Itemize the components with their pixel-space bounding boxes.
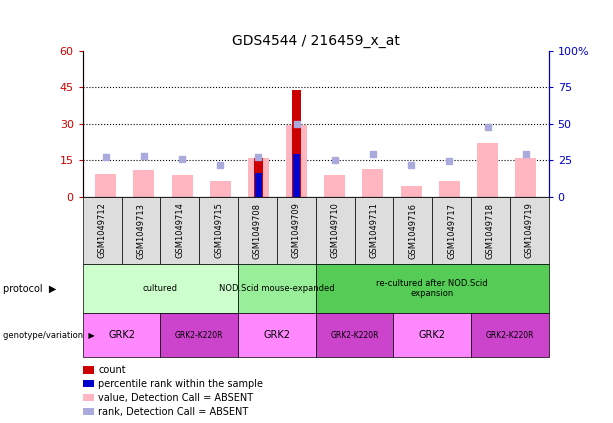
Bar bbox=[286, 125, 307, 197]
Text: cultured: cultured bbox=[143, 284, 178, 293]
Bar bbox=[95, 173, 116, 197]
Point bbox=[177, 155, 187, 162]
Text: GRK2-K220R: GRK2-K220R bbox=[330, 331, 379, 340]
Point bbox=[139, 152, 149, 159]
Bar bbox=[401, 186, 422, 197]
Text: GRK2: GRK2 bbox=[108, 330, 135, 340]
Bar bbox=[292, 90, 302, 197]
Text: GRK2: GRK2 bbox=[419, 330, 446, 340]
Text: value, Detection Call = ABSENT: value, Detection Call = ABSENT bbox=[98, 393, 253, 403]
Text: count: count bbox=[98, 365, 126, 375]
Text: GSM1049712: GSM1049712 bbox=[97, 203, 107, 258]
Bar bbox=[439, 181, 460, 197]
Bar bbox=[134, 170, 154, 197]
Bar bbox=[324, 175, 345, 197]
Text: rank, Detection Call = ABSENT: rank, Detection Call = ABSENT bbox=[98, 407, 248, 417]
Text: GRK2-K220R: GRK2-K220R bbox=[175, 331, 224, 340]
Point bbox=[254, 154, 264, 161]
Text: NOD.Scid mouse-expanded: NOD.Scid mouse-expanded bbox=[219, 284, 335, 293]
Point bbox=[215, 161, 225, 168]
Point bbox=[368, 151, 378, 158]
Text: percentile rank within the sample: percentile rank within the sample bbox=[98, 379, 263, 389]
Text: GSM1049709: GSM1049709 bbox=[292, 203, 301, 258]
Bar bbox=[210, 181, 230, 197]
Point bbox=[482, 124, 492, 131]
Text: GSM1049708: GSM1049708 bbox=[253, 203, 262, 258]
Text: GSM1049713: GSM1049713 bbox=[137, 203, 145, 258]
Text: GSM1049715: GSM1049715 bbox=[214, 203, 223, 258]
Title: GDS4544 / 216459_x_at: GDS4544 / 216459_x_at bbox=[232, 34, 400, 48]
Bar bbox=[172, 175, 192, 197]
Text: GRK2-K220R: GRK2-K220R bbox=[485, 331, 534, 340]
Text: GSM1049718: GSM1049718 bbox=[486, 203, 495, 258]
Bar bbox=[477, 143, 498, 197]
Point bbox=[406, 162, 416, 169]
Bar bbox=[293, 154, 300, 197]
Bar bbox=[254, 173, 262, 197]
Point bbox=[521, 151, 531, 158]
Bar bbox=[254, 158, 263, 197]
Bar bbox=[362, 169, 384, 197]
Text: GSM1049717: GSM1049717 bbox=[447, 203, 456, 258]
Text: GRK2: GRK2 bbox=[264, 330, 291, 340]
Point bbox=[101, 154, 110, 161]
Text: re-cultured after NOD.Scid
expansion: re-cultured after NOD.Scid expansion bbox=[376, 279, 488, 298]
Text: GSM1049719: GSM1049719 bbox=[525, 203, 534, 258]
Text: GSM1049710: GSM1049710 bbox=[330, 203, 340, 258]
Point bbox=[330, 157, 340, 164]
Point bbox=[444, 157, 454, 164]
Text: GSM1049716: GSM1049716 bbox=[408, 203, 417, 258]
Text: GSM1049711: GSM1049711 bbox=[370, 203, 378, 258]
Point bbox=[292, 121, 302, 127]
Text: genotype/variation  ▶: genotype/variation ▶ bbox=[3, 331, 95, 340]
Bar bbox=[248, 158, 269, 197]
Text: GSM1049714: GSM1049714 bbox=[175, 203, 185, 258]
Text: protocol  ▶: protocol ▶ bbox=[3, 284, 56, 294]
Bar bbox=[515, 158, 536, 197]
